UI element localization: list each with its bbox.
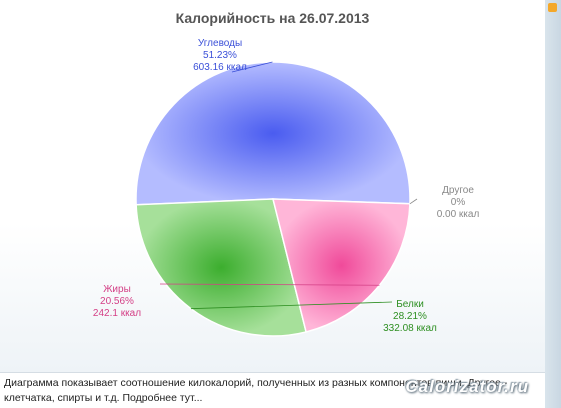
- pie-slice-0[interactable]: [135, 61, 411, 206]
- leader-line-2: [159, 283, 380, 286]
- scrollbar-edge: [545, 0, 561, 408]
- slice-label-percent-0: 51.23%: [203, 50, 237, 61]
- corner-marker-icon: [548, 3, 557, 12]
- slice-label-percent-3: 0%: [451, 197, 466, 208]
- leader-line-1: [190, 301, 393, 310]
- slice-label-name-1: Белки: [396, 299, 424, 310]
- slice-label-value-1: 332.08 ккал: [383, 323, 437, 334]
- slice-label-name-0: Углеводы: [198, 38, 242, 49]
- leader-line-0: [231, 61, 273, 73]
- chart-title: Калорийность на 26.07.2013: [175, 10, 370, 26]
- leader-line-3: [409, 198, 418, 205]
- description-text: Диаграмма показывает соотношение килокал…: [4, 377, 508, 404]
- slice-label-value-2: 242.1 ккал: [93, 308, 141, 319]
- slice-label-name-2: Жиры: [103, 284, 131, 295]
- site-watermark: Calorizator.ru: [405, 377, 529, 396]
- slice-label-percent-2: 20.56%: [100, 296, 134, 307]
- chart-description: Диаграмма показывает соотношение килокал…: [0, 372, 545, 408]
- slice-label-percent-1: 28.21%: [393, 311, 427, 322]
- slice-label-value-0: 603.16 ккал: [193, 62, 247, 73]
- slice-label-value-3: 0.00 ккал: [437, 209, 480, 220]
- slice-label-name-3: Другое: [442, 185, 474, 196]
